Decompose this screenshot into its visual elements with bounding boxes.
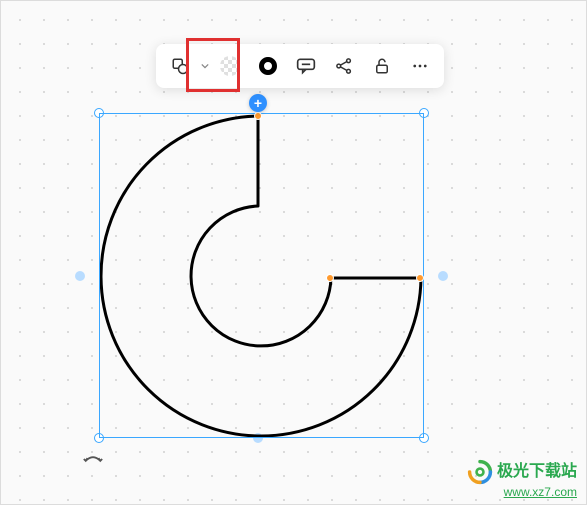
watermark-swirl-icon [467, 459, 493, 485]
text-tool-button[interactable] [288, 48, 324, 84]
connector-tool-button[interactable] [326, 48, 362, 84]
watermark-title: 极光下载站 [497, 462, 577, 481]
shape-tool-button[interactable] [162, 48, 198, 84]
shape-vertex[interactable] [254, 112, 262, 120]
fill-tool-button[interactable] [212, 48, 248, 84]
ring-icon [259, 57, 277, 75]
watermark-url: www.xz7.com [467, 485, 577, 499]
watermark: 极光下载站 www.xz7.com [467, 459, 577, 499]
add-handle-button[interactable]: + [249, 94, 267, 112]
chevron-down-icon[interactable] [200, 62, 210, 70]
selection-box[interactable] [99, 113, 424, 438]
stroke-tool-button[interactable] [250, 48, 286, 84]
more-tool-button[interactable] [402, 48, 438, 84]
selection-side-e[interactable] [438, 271, 448, 281]
plus-label: + [254, 95, 262, 111]
shape-vertex[interactable] [326, 274, 334, 282]
rotate-cursor-icon [82, 448, 104, 475]
selection-side-w[interactable] [75, 271, 85, 281]
floating-toolbar [156, 44, 444, 88]
shape-vertex[interactable] [416, 274, 424, 282]
transparency-icon [220, 56, 240, 76]
lock-tool-button[interactable] [364, 48, 400, 84]
